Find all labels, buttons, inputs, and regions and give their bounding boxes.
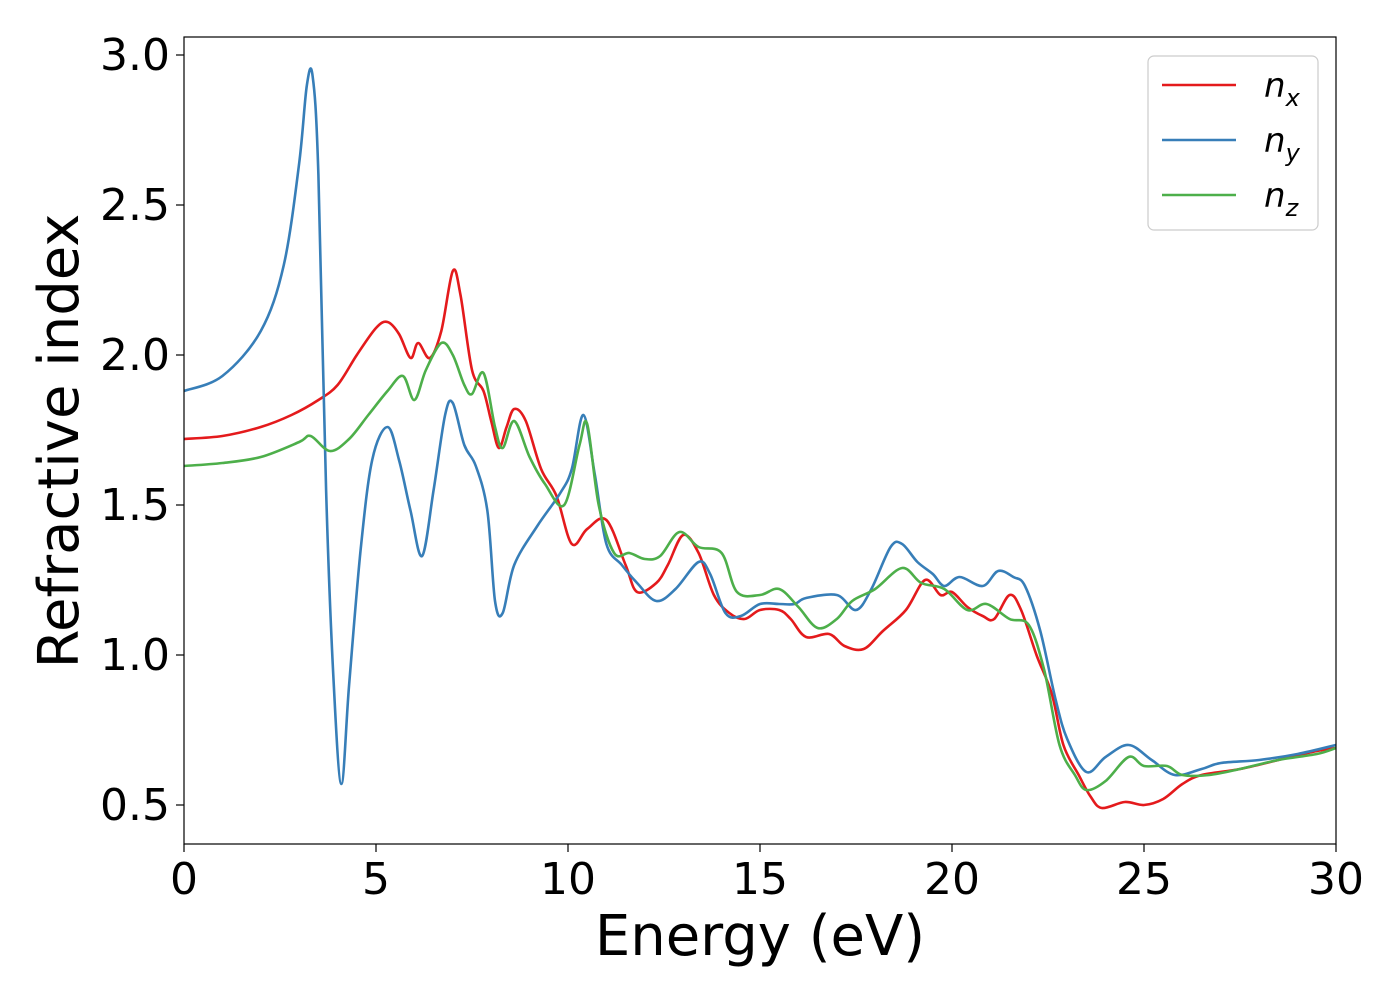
legend-label-subscript: y bbox=[1285, 139, 1301, 167]
series-line-ny bbox=[184, 67, 1336, 786]
x-axis: 0 5 10 15 20 25 30 bbox=[170, 844, 1364, 905]
legend-label-ny: ny bbox=[1264, 121, 1301, 167]
y-tick-label: 2.0 bbox=[100, 330, 170, 381]
legend-label-nz: nz bbox=[1264, 176, 1300, 222]
legend-box bbox=[1147, 55, 1319, 231]
legend-label-subscript: z bbox=[1285, 194, 1300, 222]
y-tick-label: 3.0 bbox=[100, 30, 170, 81]
legend-label-subscript: x bbox=[1285, 84, 1301, 112]
series-line-nz bbox=[184, 341, 1336, 792]
x-tick-label: 10 bbox=[540, 854, 596, 905]
x-tick-label: 20 bbox=[924, 854, 980, 905]
legend-label-nx: nx bbox=[1264, 66, 1301, 112]
y-tick-label: 1.0 bbox=[100, 630, 170, 681]
y-tick-label: 2.5 bbox=[100, 180, 170, 231]
y-axis-label: Refractive index bbox=[27, 214, 92, 669]
y-tick-label: 1.5 bbox=[100, 480, 170, 531]
x-axis-label: Energy (eV) bbox=[595, 904, 925, 969]
legend-label-base: n bbox=[1264, 176, 1286, 216]
y-axis: 0.5 1.0 1.5 2.0 2.5 3.0 bbox=[100, 30, 184, 831]
x-tick-label: 25 bbox=[1116, 854, 1172, 905]
x-tick-label: 5 bbox=[362, 854, 390, 905]
series-layer bbox=[184, 67, 1336, 810]
legend-label-base: n bbox=[1264, 121, 1286, 161]
x-tick-label: 0 bbox=[170, 854, 198, 905]
y-tick-label: 0.5 bbox=[100, 780, 170, 831]
x-tick-label: 30 bbox=[1308, 854, 1364, 905]
legend-label-base: n bbox=[1264, 66, 1286, 106]
x-tick-label: 15 bbox=[732, 854, 788, 905]
series-line-nx bbox=[184, 268, 1336, 810]
plot-background bbox=[184, 37, 1336, 844]
